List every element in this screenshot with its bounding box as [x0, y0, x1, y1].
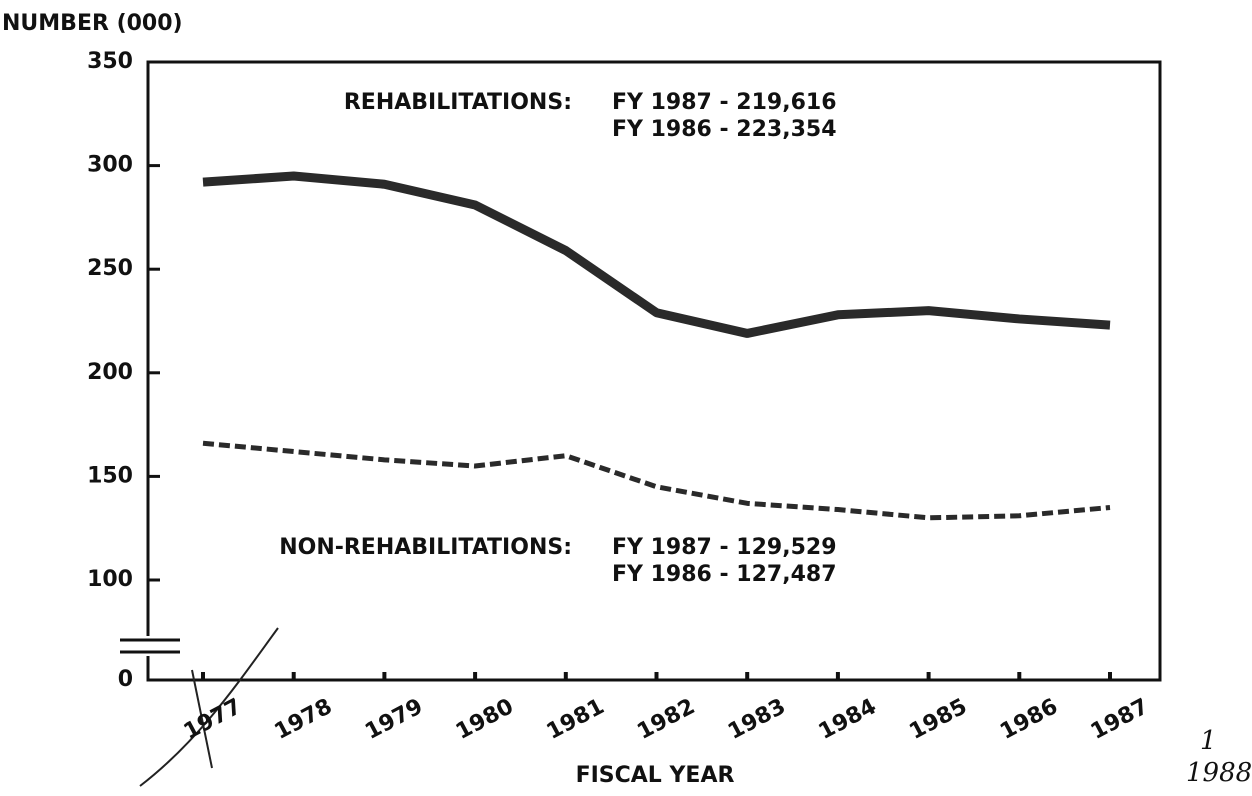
y-tick-label: 0 [118, 667, 133, 692]
annotation: FY 1987 - 129,529 [612, 535, 837, 560]
x-tick-label: 1978 [271, 694, 337, 745]
x-tick-label: 1987 [1087, 694, 1153, 745]
y-axis-label: NUMBER (000) [2, 11, 183, 36]
pen-stroke [191, 669, 213, 769]
annotation: FY 1987 - 219,616 [612, 90, 837, 115]
x-tick-label: 1986 [996, 694, 1062, 745]
plot-frame [146, 60, 1162, 682]
x-tick-label: 1982 [633, 694, 699, 745]
x-tick-label: 1985 [905, 694, 971, 745]
x-tick-label: 1984 [815, 694, 881, 745]
x-tick-label: 1983 [724, 694, 790, 745]
pen-stroke [139, 627, 279, 787]
x-tick-label: 1977 [180, 694, 246, 745]
x-tick-label: 1980 [452, 694, 518, 745]
series-line [202, 171, 1111, 338]
y-tick-label: 200 [87, 360, 133, 385]
x-tick-label: 1981 [543, 694, 609, 745]
x-tick-label: 1979 [361, 694, 427, 745]
legend-label: NON-REHABILITATIONS: [279, 535, 572, 560]
handwritten-note: 1988 [1186, 758, 1252, 788]
y-tick-label: 300 [87, 153, 133, 178]
x-axis-label: FISCAL YEAR [576, 763, 735, 788]
series-line [202, 440, 1111, 521]
annotation: FY 1986 - 223,354 [612, 117, 837, 142]
handwritten-note: 1 [1200, 726, 1217, 756]
y-tick-label: 250 [87, 256, 133, 281]
y-tick-label: 350 [87, 49, 133, 74]
annotation: FY 1986 - 127,487 [612, 562, 837, 587]
legend-label: REHABILITATIONS: [344, 90, 572, 115]
y-tick-label: 150 [87, 463, 133, 488]
y-tick-label: 100 [87, 567, 133, 592]
